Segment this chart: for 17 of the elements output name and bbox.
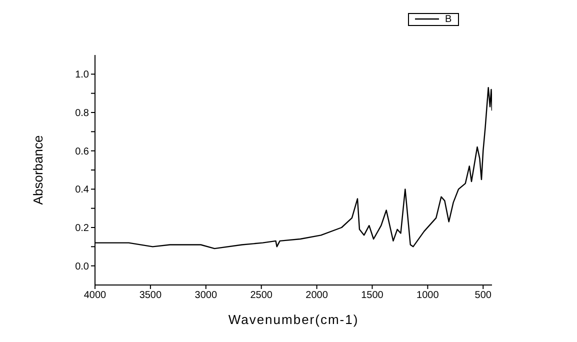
y-tick-label: 0.8 (75, 108, 90, 120)
x-axis-title: Wavenumber(cm-1) (228, 312, 359, 327)
y-tick-label: 0.4 (75, 184, 90, 196)
x-tick-label: 500 (474, 290, 492, 302)
y-tick-label: 1.0 (75, 70, 90, 81)
y-tick-label: 0.2 (75, 223, 90, 234)
y-tick-label: 0.6 (75, 146, 90, 158)
x-tick-label: 4000 (84, 290, 107, 302)
y-tick-label: 0.0 (75, 261, 90, 272)
y-axis-title: Absorbance (30, 135, 46, 205)
x-tick-label: 1000 (416, 290, 440, 302)
x-tick-label: 2000 (306, 290, 328, 302)
x-tick-label: 3500 (139, 290, 162, 302)
legend-label: B (445, 14, 452, 24)
x-tick-label: 2500 (250, 290, 273, 302)
x-tick-label: 1500 (361, 290, 384, 302)
x-tick-label: 3000 (194, 290, 218, 302)
